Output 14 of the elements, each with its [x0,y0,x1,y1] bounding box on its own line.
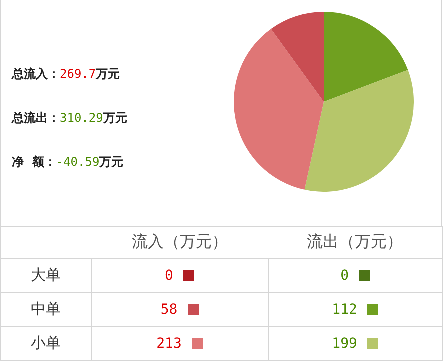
text: 净 额：-40.59万元 [12,155,124,169]
data-label: 213 [156,336,182,352]
data-label: 199 [332,336,358,352]
category-label: 小单 [0,326,92,360]
category-label: 大单 [0,258,92,292]
text: 总流出：310.29万元 [12,111,128,125]
text: 流入（万元） [91,226,268,258]
data-label: 0 [165,268,174,284]
category-label: 中单 [0,292,92,326]
text: 流出（万元） [268,226,442,258]
text: 总流入：269.7万元 [12,67,120,81]
data-label: 112 [332,302,358,318]
data-label: 0 [340,268,350,284]
data-label: 58 [160,302,178,318]
